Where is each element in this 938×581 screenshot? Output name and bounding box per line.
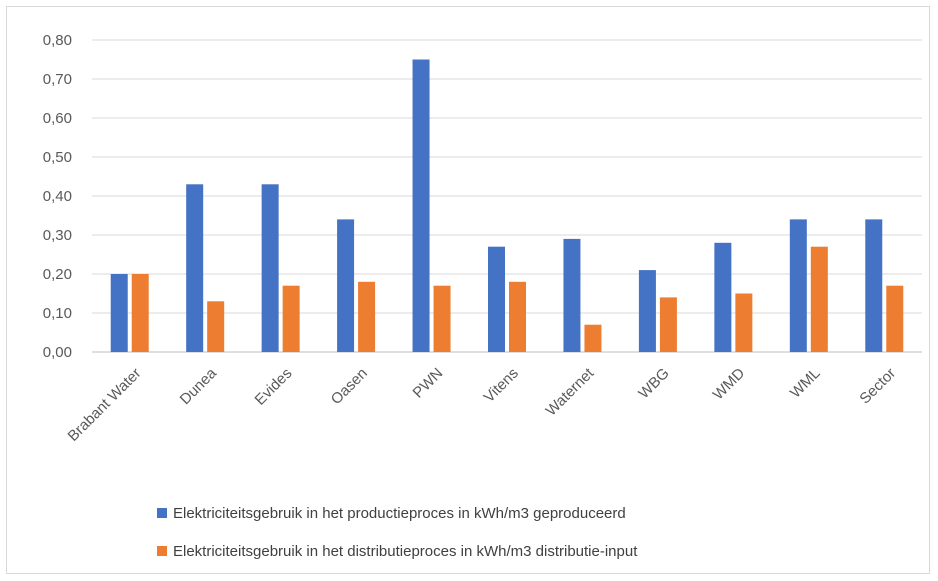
y-tick-label: 0,20	[43, 266, 72, 283]
bar-productie	[714, 242, 732, 352]
bar-distributie	[735, 293, 753, 352]
bar-productie	[337, 219, 355, 352]
legend: Elektriciteitsgebruik in het productiepr…	[157, 505, 638, 560]
bar-distributie	[886, 285, 904, 352]
bar-distributie	[584, 324, 602, 352]
x-tick-label: Oasen	[328, 365, 371, 408]
bar-productie	[488, 246, 505, 352]
bars	[110, 59, 904, 352]
bar-distributie	[659, 297, 677, 352]
legend-label: Elektriciteitsgebruik in het productiepr…	[173, 505, 626, 522]
y-tick-label: 0,60	[43, 110, 72, 127]
bar-distributie	[509, 281, 526, 352]
bar-distributie	[282, 285, 300, 352]
x-tick-label: Waternet	[543, 364, 598, 419]
x-tick-label: Evides	[252, 365, 296, 409]
bar-productie	[110, 274, 128, 352]
x-tick-label: WBG	[635, 365, 672, 402]
bar-distributie	[207, 301, 225, 352]
legend-swatch	[157, 546, 167, 556]
legend-label: Elektriciteitsgebruik in het distributie…	[173, 543, 638, 560]
bar-productie	[261, 184, 279, 352]
x-tick-label: Sector	[856, 365, 899, 408]
y-tick-label: 0,80	[43, 32, 72, 49]
x-tick-label: WML	[787, 365, 824, 402]
x-tick-label: WMD	[710, 365, 749, 404]
bar-distributie	[810, 246, 828, 352]
gridlines	[92, 39, 922, 353]
y-tick-label: 0,40	[43, 188, 72, 205]
bar-distributie	[131, 274, 149, 352]
x-tick-label: Dunea	[177, 364, 221, 408]
y-tick-label: 0,30	[43, 227, 72, 244]
y-tick-label: 0,10	[43, 305, 72, 322]
bar-productie	[186, 184, 204, 352]
bar-productie	[789, 219, 807, 352]
bar-productie	[563, 238, 581, 352]
bar-productie	[638, 270, 656, 352]
x-tick-label: PWN	[410, 365, 447, 402]
y-axis-tick-labels: 0,00 0,10 0,20 0,30 0,40 0,50 0,60 0,70 0,80	[43, 32, 72, 361]
chart-frame	[6, 6, 930, 574]
legend-swatch	[157, 508, 167, 518]
y-tick-label: 0,70	[43, 71, 72, 88]
x-tick-label: Vitens	[481, 365, 522, 406]
y-tick-label: 0,00	[43, 344, 72, 361]
bar-distributie	[433, 285, 451, 352]
y-tick-label: 0,50	[43, 149, 72, 166]
bar-productie	[412, 59, 430, 352]
x-axis-tick-labels: Brabant Water Dunea Evides Oasen PWN Vitens Wa…	[65, 364, 900, 445]
bar-productie	[865, 219, 883, 352]
bar-distributie	[358, 281, 376, 352]
x-tick-label: Brabant Water	[65, 365, 145, 445]
